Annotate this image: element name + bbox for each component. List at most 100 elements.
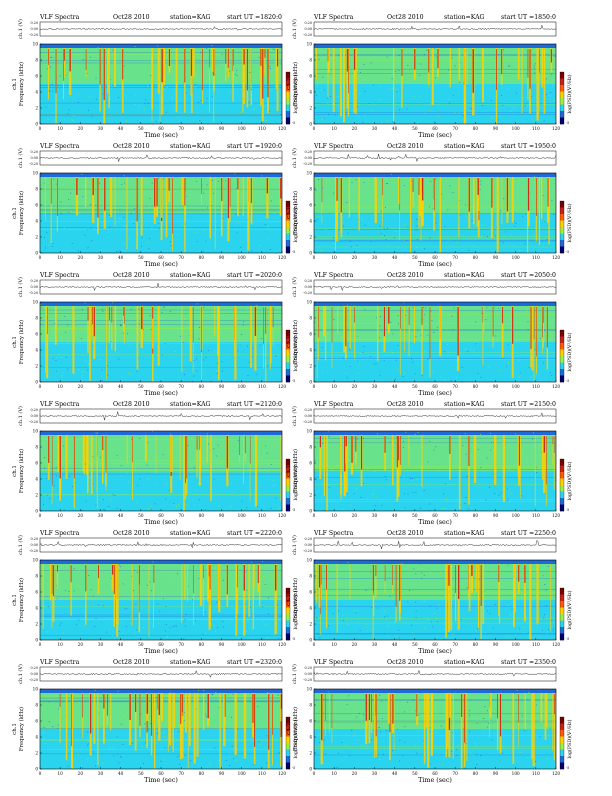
sferic-core <box>249 436 251 464</box>
sferic-core <box>471 565 473 576</box>
spectrogram-xlabel: Time (sec) <box>144 260 178 268</box>
sferic-core <box>546 307 548 348</box>
waveform-trace <box>313 153 557 163</box>
spectrogram-speckle <box>492 627 494 629</box>
waveform-ylabel: ch.1 (V) <box>17 19 24 39</box>
spectrogram-speckle <box>173 738 175 739</box>
spectrogram-speckle <box>466 580 468 582</box>
spectrogram-speckle <box>429 441 431 442</box>
spectrogram-speckle <box>358 712 360 714</box>
spectrogram-speckle <box>342 357 344 359</box>
spectrogram-mid-band <box>40 435 282 471</box>
spectrogram-speckle <box>550 92 552 93</box>
sferic-streak <box>489 693 492 718</box>
spectrogram-speckle <box>356 89 358 91</box>
spectrogram-speckle <box>415 336 417 338</box>
spectrogram-speckle <box>184 373 186 375</box>
spectrogram-speckle <box>381 700 383 702</box>
sferic-core <box>237 178 239 190</box>
spectrogram-speckle <box>211 623 213 625</box>
spectrogram-speckle <box>496 727 498 729</box>
spectrogram-speckle <box>135 629 137 631</box>
spectrogram-speckle <box>78 569 80 571</box>
spectrogram-ytick: 6 <box>309 332 312 337</box>
spectrogram-speckle <box>199 327 201 328</box>
sferic-core <box>103 49 105 100</box>
spectrogram-speckle <box>98 443 100 445</box>
sferic-core <box>382 178 383 196</box>
sferic-streak <box>85 564 87 625</box>
spectrogram-speckle <box>322 447 324 448</box>
spectrogram-speckle <box>243 175 245 177</box>
spectrogram-speckle <box>56 598 58 600</box>
sferic-streak <box>234 693 237 755</box>
spectrogram-speckle <box>214 72 216 73</box>
spectrogram-speckle <box>86 72 88 74</box>
spectrogram-speckle <box>189 760 191 761</box>
spectrogram-speckle <box>185 504 187 506</box>
spectrogram-xtick: 60 <box>158 642 164 647</box>
spectrogram-speckle <box>379 98 381 100</box>
spectrogram-speckle <box>328 113 330 115</box>
sferic-streak <box>396 435 399 502</box>
spectrogram-speckle <box>535 470 537 471</box>
spectrogram-speckle <box>549 372 551 373</box>
spectrogram-speckle <box>218 224 220 226</box>
spectrogram-xtick: 120 <box>552 255 560 260</box>
spectrogram-speckle <box>50 56 52 58</box>
panel-station: station=KAG <box>444 143 485 150</box>
spectrogram-speckle <box>120 324 122 326</box>
spectrogram-speckle <box>488 366 490 368</box>
spectrogram-xtick: 90 <box>219 771 225 776</box>
spectrogram-xtick: 0 <box>39 255 42 260</box>
spectrogram-speckle <box>228 757 230 759</box>
sferic-streak <box>553 435 555 490</box>
waveform-ytick: -0.20 <box>303 420 312 424</box>
spectrogram-speckle <box>191 599 193 601</box>
spectrogram-speckle <box>144 723 146 725</box>
spectrogram-speckle <box>403 594 405 596</box>
colorbar-segment <box>560 227 564 234</box>
spectrogram-speckle <box>78 44 80 46</box>
spectrogram-speckle <box>464 767 466 769</box>
sferic-streak <box>319 435 322 479</box>
spectrogram-speckle <box>475 343 477 345</box>
spectrogram-speckle <box>502 242 504 243</box>
spectrogram-speckle <box>420 563 422 565</box>
sferic-streak <box>123 306 125 344</box>
spectrogram-speckle <box>330 302 332 304</box>
panel-date: Oct28 2010 <box>113 272 150 279</box>
spectrogram-ytick: 0 <box>35 509 38 514</box>
sferic-streak <box>537 564 539 624</box>
spectrogram-speckle <box>338 55 340 57</box>
sferic-streak <box>401 48 403 108</box>
spectrogram-speckle <box>222 462 224 463</box>
spectrogram-speckle <box>268 613 270 615</box>
spectrogram-speckle <box>91 115 93 117</box>
spectrogram-speckle <box>55 567 57 569</box>
spectrogram-speckle <box>207 443 209 445</box>
spectrogram-speckle <box>115 203 117 205</box>
spectrogram-speckle <box>85 360 87 362</box>
sferic-core <box>492 307 494 337</box>
spectrogram-speckle <box>158 222 160 224</box>
spectrogram-speckle <box>61 375 63 377</box>
sferic-core <box>326 565 328 590</box>
spectrogram-speckle <box>136 501 138 503</box>
spectrogram-xtick: 50 <box>412 642 418 647</box>
spectrogram-speckle <box>405 315 407 316</box>
spectrogram-speckle <box>477 373 479 375</box>
spectrogram-speckle <box>398 109 400 111</box>
spectrogram-speckle <box>411 479 413 481</box>
spectrogram-speckle <box>68 476 70 477</box>
spectrogram-speckle <box>489 486 491 488</box>
sferic-core <box>50 178 52 204</box>
spectrogram-speckle <box>203 359 205 361</box>
spectrogram-speckle <box>261 353 263 354</box>
spectrogram-speckle <box>264 106 266 107</box>
sferic-core <box>196 436 198 450</box>
spectrogram-speckle <box>267 573 269 575</box>
spectrogram-speckle <box>510 614 512 616</box>
sferic-core <box>111 307 113 323</box>
spectrogram-speckle <box>61 356 63 358</box>
